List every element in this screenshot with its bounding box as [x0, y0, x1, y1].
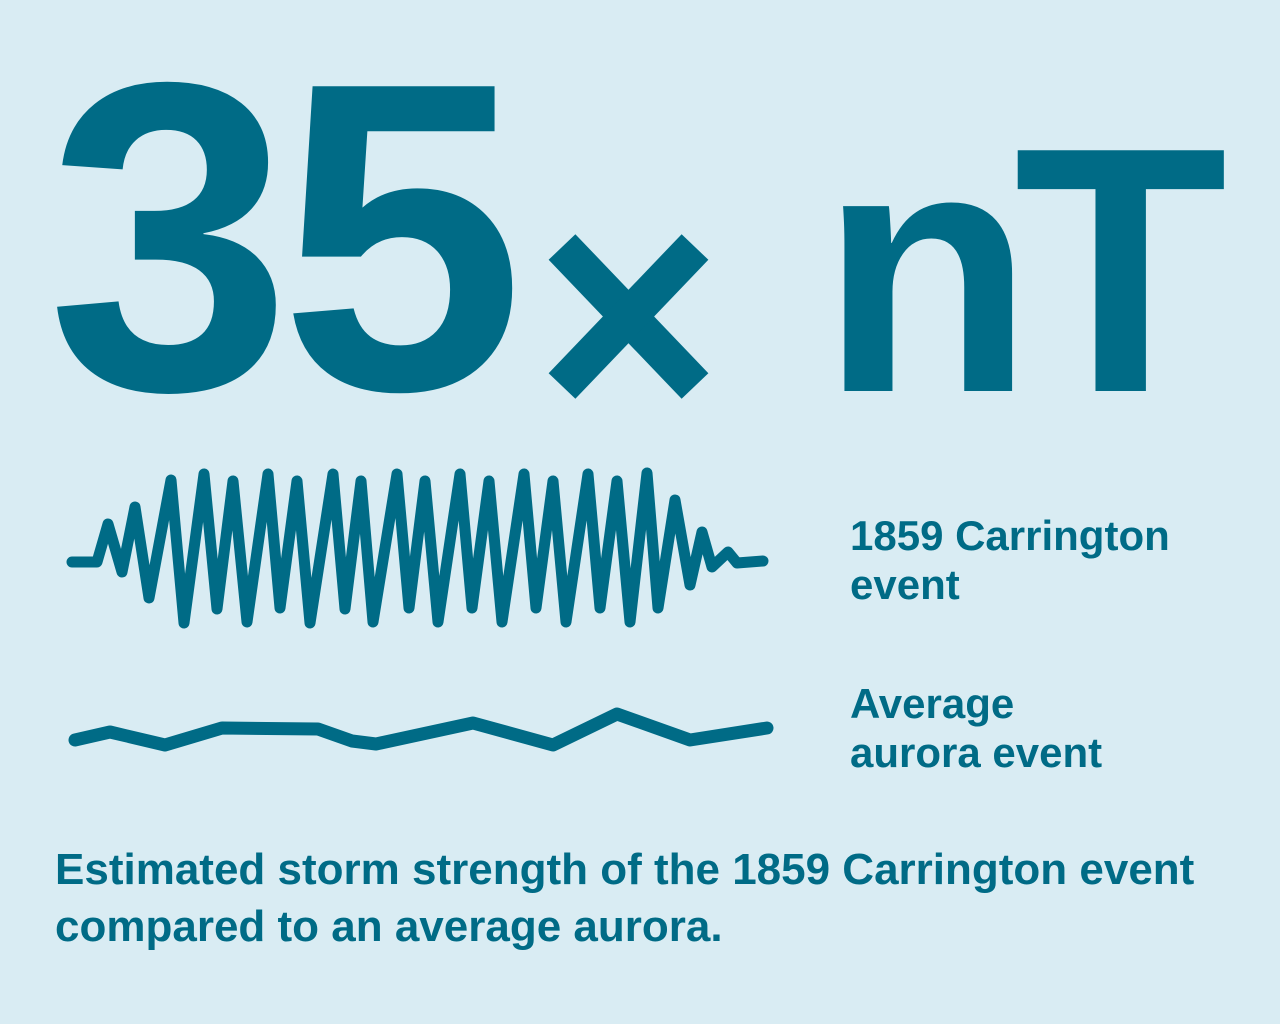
carrington-event-label: 1859 Carrington event — [850, 512, 1170, 608]
average-aurora-label: Average aurora event — [850, 680, 1103, 776]
carrington-waveform — [66, 467, 769, 629]
aurora-waveform — [68, 707, 774, 752]
multiply-icon — [548, 234, 709, 399]
headline-unit: nT — [820, 75, 1228, 466]
headline-value: 35 — [47, 0, 524, 483]
caption: Estimated storm strength of the 1859 Car… — [55, 845, 1195, 951]
